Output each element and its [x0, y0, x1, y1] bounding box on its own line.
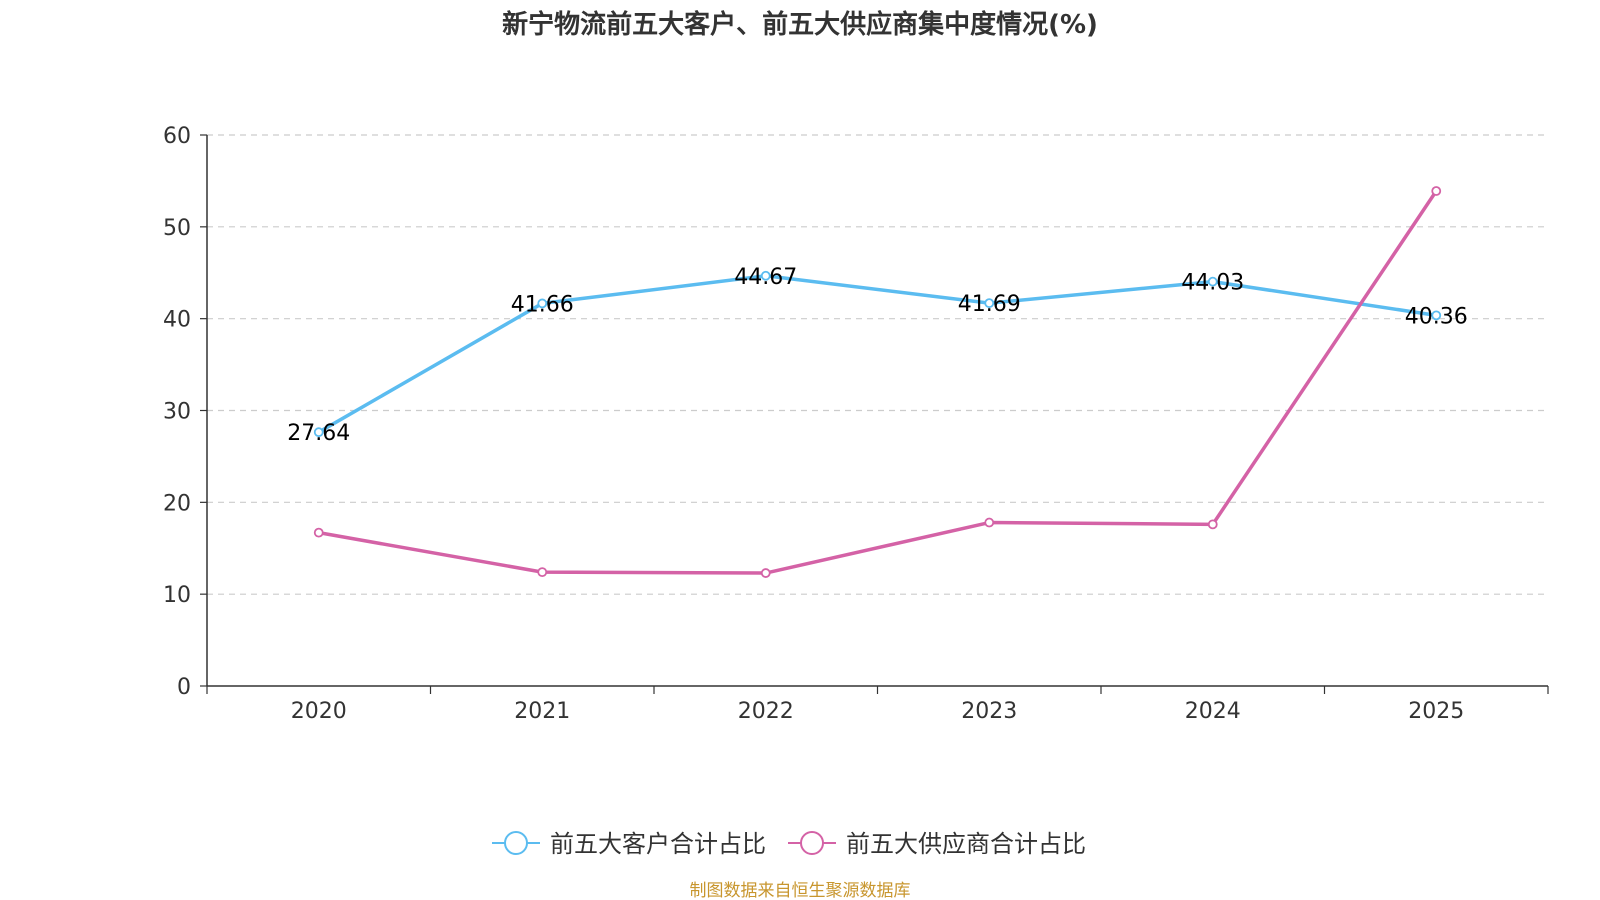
legend-item[interactable]: 前五大供应商合计占比	[788, 830, 1086, 858]
y-tick-label: 40	[163, 308, 191, 333]
grid-lines	[207, 135, 1548, 594]
legend[interactable]: 前五大客户合计占比 前五大供应商合计占比	[492, 830, 1086, 858]
data-point[interactable]	[762, 569, 770, 577]
legend-swatch-marker	[801, 832, 823, 854]
data-point[interactable]	[1209, 520, 1217, 528]
y-tick-label: 20	[163, 491, 191, 516]
legend-item[interactable]: 前五大客户合计占比	[492, 830, 766, 858]
x-tick-label: 2021	[514, 699, 570, 724]
legend-label: 前五大客户合计占比	[550, 830, 766, 858]
x-tick-label: 2022	[738, 699, 794, 724]
x-tick-label: 2023	[961, 699, 1017, 724]
legend-swatch-marker	[505, 832, 527, 854]
y-tick-label: 10	[163, 583, 191, 608]
chart: 新宁物流前五大客户、前五大供应商集中度情况(%) 0 10 20 30 40 50 60 20…	[0, 0, 1600, 900]
series-line	[319, 191, 1437, 573]
y-tick-label: 50	[163, 216, 191, 241]
source-credit: 制图数据来自恒生聚源数据库	[690, 881, 911, 900]
data-label: 44.03	[1181, 271, 1244, 296]
data-label: 41.66	[511, 292, 574, 317]
x-tick-label: 2025	[1408, 699, 1464, 724]
data-point[interactable]	[1432, 187, 1440, 195]
x-tick-label: 2020	[291, 699, 347, 724]
axes: 0 10 20 30 40 50 60 2020 2021 2022 2023 2024 2025	[163, 124, 1548, 724]
data-label: 27.64	[287, 421, 350, 446]
data-point[interactable]	[538, 568, 546, 576]
data-point[interactable]	[985, 519, 993, 527]
data-point[interactable]	[315, 529, 323, 537]
x-tick-label: 2024	[1185, 699, 1241, 724]
data-label: 41.69	[958, 292, 1021, 317]
data-label: 40.36	[1405, 304, 1468, 329]
chart-title: 新宁物流前五大客户、前五大供应商集中度情况(%)	[502, 9, 1098, 40]
series	[315, 187, 1441, 577]
series-line	[319, 276, 1437, 432]
y-tick-label: 0	[177, 675, 191, 700]
y-tick-label: 30	[163, 400, 191, 425]
y-tick-label: 60	[163, 124, 191, 149]
data-label: 44.67	[734, 265, 797, 290]
legend-label: 前五大供应商合计占比	[846, 830, 1086, 858]
